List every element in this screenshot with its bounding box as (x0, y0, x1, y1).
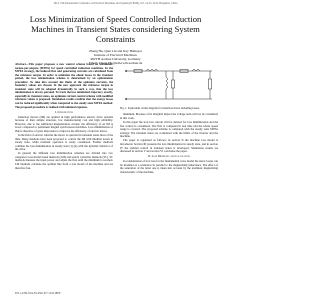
affiliation: RWTH Aachen University, Germany (90, 57, 141, 61)
paragraph: The paper is organized as follows: in se… (120, 138, 218, 154)
paper-page: 2014 17th International Conference on El… (0, 2, 231, 295)
figure-caption: Fig. 1. Equivalent circuit diagram for i… (120, 107, 200, 110)
paragraph: In this paper the iron loss current will… (120, 120, 218, 139)
conference-header: 2014 17th International Conference on El… (53, 2, 178, 5)
paragraph: In the field of electric vehicles the mo… (15, 132, 113, 152)
authors: Zheng Hu, Qian Liu and Kay Hameyer (88, 49, 142, 53)
paragraph: In general the different loss minimizati… (15, 151, 113, 170)
left-column: Abstract—This paper proposes a new contr… (15, 63, 113, 284)
paragraph: minimum. Because of its marginal impact … (120, 112, 218, 120)
section-heading: II. Loss Modeling and Calculation (148, 154, 190, 159)
abstract: Abstract—This paper proposes a new contr… (15, 63, 113, 109)
paragraph: In consideration of iron loss for the fu… (120, 159, 218, 174)
copyright-footer: 978-1-4799-5162-8/14/$31.00 ©2014 IEEE (15, 292, 61, 295)
right-column: Fig. 1. Equivalent circuit diagram for i… (120, 63, 218, 284)
affiliation: Institute of Electrical Machines (94, 53, 137, 57)
affiliation: Email: Zheng.Hu@iem.rwth-aachen.de (88, 61, 143, 65)
section-heading: I. Introduction (55, 109, 73, 114)
author-block: Zheng Hu, Qian Liu and Kay Hameyer Insti… (0, 49, 231, 65)
circuit-figure (124, 69, 212, 101)
paper-title: Loss Minimization of Speed Controlled In… (29, 14, 202, 44)
paragraph: Induction motors (IM) are applied in hig… (15, 114, 113, 133)
